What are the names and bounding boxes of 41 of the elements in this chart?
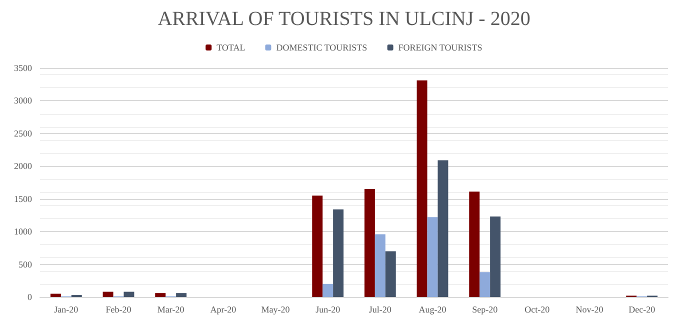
- y-tick-label: 3500: [14, 63, 32, 73]
- bar: [124, 292, 134, 297]
- bar: [364, 189, 375, 297]
- x-tick-label: Apr-20: [210, 304, 237, 314]
- x-tick-label: Jun-20: [316, 304, 341, 314]
- y-tick-label: 1000: [14, 226, 32, 237]
- bar: [102, 292, 114, 297]
- y-tick-label: 3000: [14, 96, 32, 106]
- bar: [322, 284, 334, 297]
- bar: [333, 209, 344, 297]
- bar: [490, 216, 501, 297]
- bar: [155, 293, 166, 297]
- x-tick-label: Dec-20: [628, 304, 656, 314]
- bar: [176, 293, 187, 297]
- y-tick-label: 0: [28, 292, 32, 302]
- y-tick-label: 500: [18, 259, 32, 270]
- chart-title: ARRIVAL OF TOURISTS IN ULCINJ - 2020: [158, 8, 530, 30]
- x-tick-label: Mar-20: [157, 304, 185, 314]
- bar: [312, 196, 323, 297]
- bar: [469, 192, 480, 297]
- bar: [427, 217, 438, 297]
- x-tick-label: Aug-20: [418, 304, 447, 314]
- x-tick-label: Jul-20: [368, 304, 392, 314]
- bar: [416, 80, 428, 297]
- y-tick-label: 2500: [14, 128, 32, 138]
- bar: [480, 272, 490, 297]
- y-tick-label: 2000: [14, 161, 32, 172]
- y-tick-label: 1500: [14, 194, 32, 204]
- bar: [385, 251, 396, 297]
- x-tick-label: Jan-20: [54, 304, 79, 314]
- x-tick-label: Oct-20: [524, 304, 550, 314]
- bar: [438, 160, 448, 297]
- bar: [50, 294, 61, 297]
- legend-label: FOREIGN TOURISTS: [398, 42, 482, 52]
- legend-label: DOMESTIC TOURISTS: [276, 42, 368, 52]
- legend-label: TOTAL: [216, 42, 246, 52]
- x-tick-label: Sep-20: [472, 304, 498, 314]
- bar: [374, 234, 386, 297]
- x-tick-label: May-20: [261, 304, 290, 314]
- x-tick-label: Nov-20: [576, 304, 604, 314]
- x-tick-label: Feb-20: [106, 304, 132, 314]
